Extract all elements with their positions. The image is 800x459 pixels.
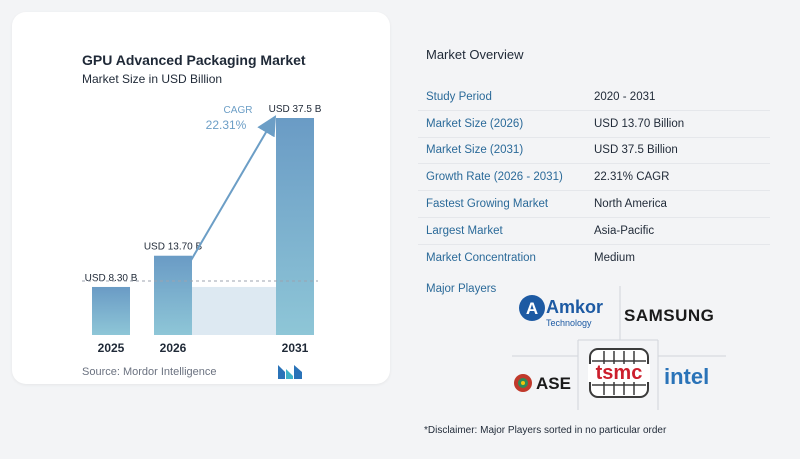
overview-table: Study Period 2020 - 2031 Market Size (20… <box>418 84 770 272</box>
row-label: Largest Market <box>426 224 503 237</box>
svg-text:ASE: ASE <box>536 374 571 393</box>
chart-title: GPU Advanced Packaging Market <box>82 52 306 68</box>
row-value: Asia-Pacific <box>594 224 655 237</box>
row-label: Market Concentration <box>426 252 536 265</box>
bar-2026 <box>154 255 192 335</box>
bar-2031 <box>276 118 314 335</box>
cagr-label: CAGR <box>224 105 253 116</box>
row-value: USD 37.5 Billion <box>594 144 678 157</box>
row-value: Medium <box>594 252 635 265</box>
table-row: Growth Rate (2026 - 2031) 22.31% CAGR <box>418 164 770 192</box>
x-tick-2025: 2025 <box>98 341 125 355</box>
x-tick-2026: 2026 <box>160 341 187 355</box>
row-label: Fastest Growing Market <box>426 198 549 211</box>
row-label: Market Size (2031) <box>426 144 524 157</box>
row-value: 22.31% CAGR <box>594 171 670 184</box>
market-overview-title: Market Overview <box>426 47 524 62</box>
data-label-2031: USD 37.5 B <box>269 104 322 115</box>
data-label-2025: USD 8.30 B <box>85 273 138 284</box>
table-row: Market Size (2031) USD 37.5 Billion <box>418 138 770 165</box>
svg-text:tsmc: tsmc <box>596 362 643 384</box>
table-row: Market Size (2026) USD 13.70 Billion <box>418 111 770 138</box>
tsmc-logo: tsmc <box>588 348 650 398</box>
data-label-2026: USD 13.70 B <box>144 242 203 253</box>
svg-text:A: A <box>526 299 538 318</box>
table-row: Study Period 2020 - 2031 <box>418 84 770 111</box>
svg-text:Amkor: Amkor <box>546 297 603 317</box>
samsung-logo: SAMSUNG <box>624 306 715 325</box>
x-tick-2031: 2031 <box>282 341 309 355</box>
row-value: 2020 - 2031 <box>594 90 656 103</box>
intel-logo: intel <box>664 364 710 389</box>
cagr-arrow <box>189 115 277 263</box>
row-label: Growth Rate (2026 - 2031) <box>426 171 563 184</box>
chart-subtitle: Market Size in USD Billion <box>82 72 223 86</box>
major-players-label: Major Players <box>426 283 497 295</box>
bar-chart: USD 8.30 B 2025 USD 13.70 B 2026 USD 37.5 B 2… <box>82 104 322 355</box>
table-row: Fastest Growing Market North America <box>418 191 770 218</box>
bar-2025 <box>92 286 130 335</box>
row-label: Study Period <box>426 90 492 103</box>
mordor-logo-icon <box>278 365 302 379</box>
svg-text:Technology: Technology <box>546 318 592 328</box>
table-row: Largest Market Asia-Pacific <box>418 218 770 245</box>
cagr-value: 22.31% <box>206 118 247 132</box>
row-value: USD 13.70 Billion <box>594 117 685 130</box>
ase-logo: ASE <box>514 374 571 393</box>
forecast-band <box>192 286 276 335</box>
row-label: Market Size (2026) <box>426 117 524 130</box>
source-text: Source: Mordor Intelligence <box>82 366 217 378</box>
table-row: Market Concentration Medium <box>418 245 770 272</box>
disclaimer-text: *Disclaimer: Major Players sorted in no … <box>424 425 667 436</box>
amkor-logo: A Amkor Technology <box>519 295 603 328</box>
row-value: North America <box>594 198 667 211</box>
